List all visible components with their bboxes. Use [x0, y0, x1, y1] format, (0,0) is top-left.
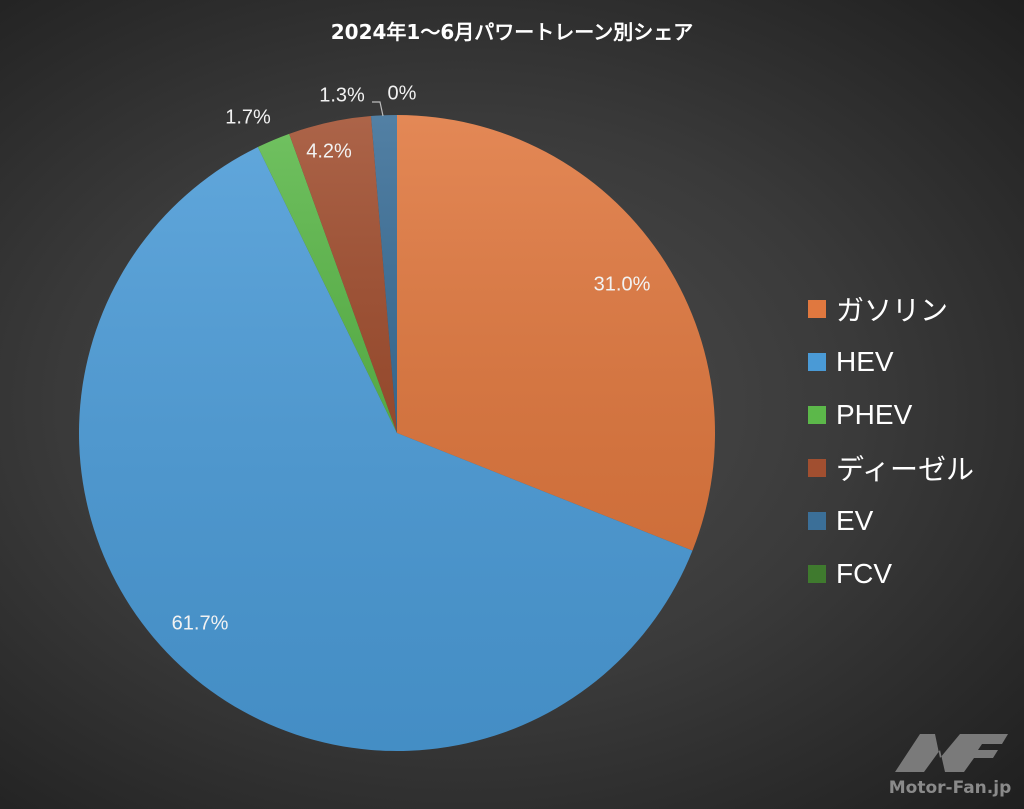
legend-label: FCV — [836, 557, 892, 589]
data-label-hev: 61.7% — [172, 612, 229, 634]
legend-swatch — [808, 564, 826, 583]
data-label-ev: 1.3% — [319, 84, 365, 106]
legend-label: HEV — [836, 345, 894, 377]
legend-swatch — [808, 511, 826, 530]
pie-slice-hev-shade — [78, 147, 693, 751]
legend-swatch — [808, 299, 826, 318]
legend-item-ev: EV — [808, 494, 974, 547]
legend-item-gasoline: ガソリン — [808, 282, 974, 335]
legend-label: ディーゼル — [836, 453, 975, 485]
data-label-gasoline: 31.0% — [594, 273, 651, 295]
legend-item-fcv: FCV — [808, 547, 974, 600]
legend: ガソリン HEV PHEV ディーゼル EV FCV — [808, 282, 974, 600]
mf-logo-icon — [895, 734, 1008, 772]
pie-slice-diesel-shade — [289, 116, 397, 434]
leader-line-ev — [372, 101, 384, 117]
chart-title: 2024年1〜6月パワートレーン別シェア — [330, 20, 694, 44]
legend-item-phev: PHEV — [808, 388, 974, 441]
legend-swatch — [808, 405, 826, 424]
legend-label: ガソリン — [836, 294, 949, 326]
legend-item-diesel: ディーゼル — [808, 441, 974, 494]
pie-slice-ev-shade — [371, 115, 397, 433]
legend-swatch — [808, 352, 826, 371]
legend-swatch — [808, 458, 826, 477]
data-label-phev: 1.7% — [225, 106, 271, 128]
pie-slice-gasoline-shade — [397, 115, 715, 551]
data-label-diesel: 4.2% — [306, 140, 352, 162]
legend-label: PHEV — [836, 398, 913, 430]
motor-fan-logo: Motor-Fan.jp — [880, 728, 1020, 798]
data-label-fcv: 0% — [388, 82, 417, 104]
logo-text: Motor-Fan.jp — [888, 778, 1012, 798]
legend-item-hev: HEV — [808, 335, 974, 388]
pie-slice-phev-shade — [257, 133, 397, 433]
legend-label: EV — [836, 504, 874, 536]
